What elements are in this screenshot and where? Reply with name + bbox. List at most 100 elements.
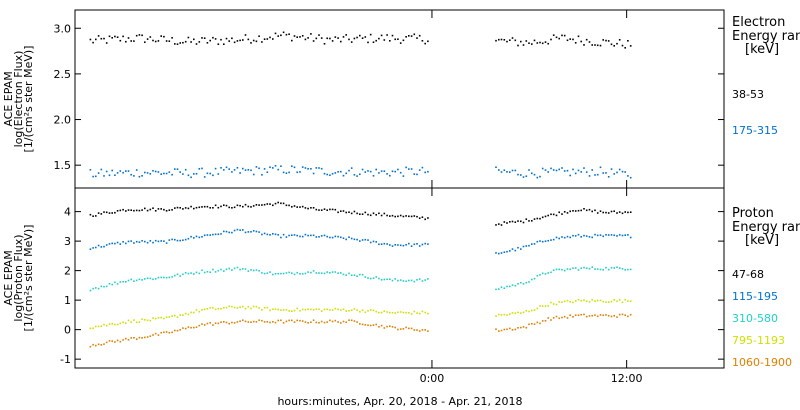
proton-point bbox=[214, 204, 217, 207]
proton-point bbox=[195, 309, 198, 311]
proton-point bbox=[179, 314, 181, 316]
electron-point bbox=[195, 173, 198, 175]
proton-point bbox=[421, 310, 424, 313]
proton-point bbox=[244, 231, 247, 234]
proton-point bbox=[228, 322, 230, 325]
proton-point bbox=[616, 212, 618, 214]
proton-point bbox=[163, 331, 165, 334]
proton-point bbox=[367, 310, 369, 312]
proton-point bbox=[386, 214, 388, 217]
proton-point bbox=[239, 320, 241, 322]
proton-point bbox=[416, 243, 418, 245]
proton-point bbox=[277, 234, 279, 236]
proton-point bbox=[116, 210, 119, 212]
proton-point bbox=[563, 300, 566, 303]
proton-point bbox=[594, 300, 596, 302]
proton-point bbox=[561, 213, 563, 215]
proton-point bbox=[418, 330, 421, 332]
proton-point bbox=[125, 242, 127, 245]
proton-point bbox=[399, 244, 402, 247]
proton-point bbox=[511, 248, 514, 250]
proton-point bbox=[380, 279, 383, 281]
proton-point bbox=[193, 237, 195, 239]
proton-point bbox=[621, 313, 624, 316]
electron-point bbox=[427, 40, 429, 43]
proton-point bbox=[389, 311, 391, 314]
proton-point bbox=[337, 235, 339, 238]
proton-point bbox=[498, 288, 500, 290]
proton-point bbox=[503, 313, 506, 316]
proton-point bbox=[541, 240, 544, 243]
proton-point bbox=[397, 311, 399, 314]
proton-point bbox=[408, 327, 410, 330]
proton-point bbox=[103, 343, 105, 345]
electron-point bbox=[195, 43, 198, 45]
proton-point bbox=[607, 268, 610, 271]
electron-point bbox=[558, 37, 560, 40]
proton-point bbox=[383, 310, 386, 312]
proton-point bbox=[138, 278, 141, 281]
proton-point bbox=[350, 274, 353, 276]
proton-point bbox=[272, 308, 274, 311]
proton-point bbox=[331, 320, 334, 323]
electron-point bbox=[149, 173, 152, 175]
electron-point bbox=[233, 169, 236, 171]
proton-point bbox=[424, 279, 426, 281]
electron-legend: Electron Energy ranges [keV] 38-53 175-3… bbox=[732, 15, 800, 137]
proton-point bbox=[212, 207, 214, 209]
proton-point bbox=[138, 336, 141, 339]
electron-ytick-label: 2.5 bbox=[54, 68, 72, 81]
electron-point bbox=[588, 175, 591, 177]
proton-point bbox=[301, 205, 304, 208]
proton-point bbox=[255, 204, 258, 206]
proton-point bbox=[503, 251, 506, 253]
proton-point bbox=[594, 268, 596, 270]
electron-point bbox=[498, 38, 500, 41]
electron-point bbox=[236, 40, 239, 42]
proton-point bbox=[580, 313, 582, 316]
electron-point bbox=[242, 167, 244, 170]
electron-point bbox=[176, 43, 179, 45]
electron-point bbox=[282, 31, 285, 34]
electron-point bbox=[594, 174, 596, 176]
electron-point bbox=[607, 176, 610, 178]
proton-ylabel-line-3: [1/(cm²s ster MeV)] bbox=[22, 225, 35, 332]
electron-point bbox=[320, 167, 323, 170]
electron-point bbox=[337, 171, 339, 173]
proton-point bbox=[569, 236, 571, 239]
proton-point bbox=[610, 234, 613, 236]
electron-point bbox=[296, 171, 298, 174]
proton-point bbox=[569, 268, 571, 271]
proton-point bbox=[536, 274, 539, 277]
proton-point bbox=[266, 233, 269, 236]
proton-point bbox=[149, 319, 152, 322]
electron-point bbox=[168, 40, 171, 42]
proton-point bbox=[323, 308, 326, 311]
proton-point bbox=[291, 234, 293, 236]
proton-point bbox=[168, 316, 171, 318]
electron-legend-entry-175-315: 175-315 bbox=[732, 124, 778, 137]
proton-point bbox=[274, 308, 277, 310]
proton-point bbox=[315, 208, 318, 211]
proton-point bbox=[397, 279, 399, 282]
proton-point bbox=[359, 310, 361, 313]
proton-point bbox=[244, 307, 247, 310]
proton-point bbox=[517, 283, 519, 285]
proton-point bbox=[258, 270, 260, 272]
electron-point bbox=[176, 168, 179, 170]
proton-point bbox=[122, 339, 124, 341]
proton-point bbox=[596, 234, 599, 237]
proton-point bbox=[348, 236, 350, 238]
proton-point bbox=[380, 311, 383, 314]
proton-point bbox=[498, 223, 500, 225]
proton-point bbox=[528, 220, 530, 222]
proton-point bbox=[616, 316, 618, 318]
proton-point bbox=[408, 279, 410, 282]
proton-point bbox=[605, 266, 607, 269]
proton-point bbox=[179, 329, 181, 331]
proton-point bbox=[105, 211, 108, 214]
electron-point bbox=[231, 171, 233, 173]
proton-point bbox=[378, 277, 380, 280]
electron-point bbox=[135, 169, 138, 171]
proton-point bbox=[293, 273, 296, 276]
